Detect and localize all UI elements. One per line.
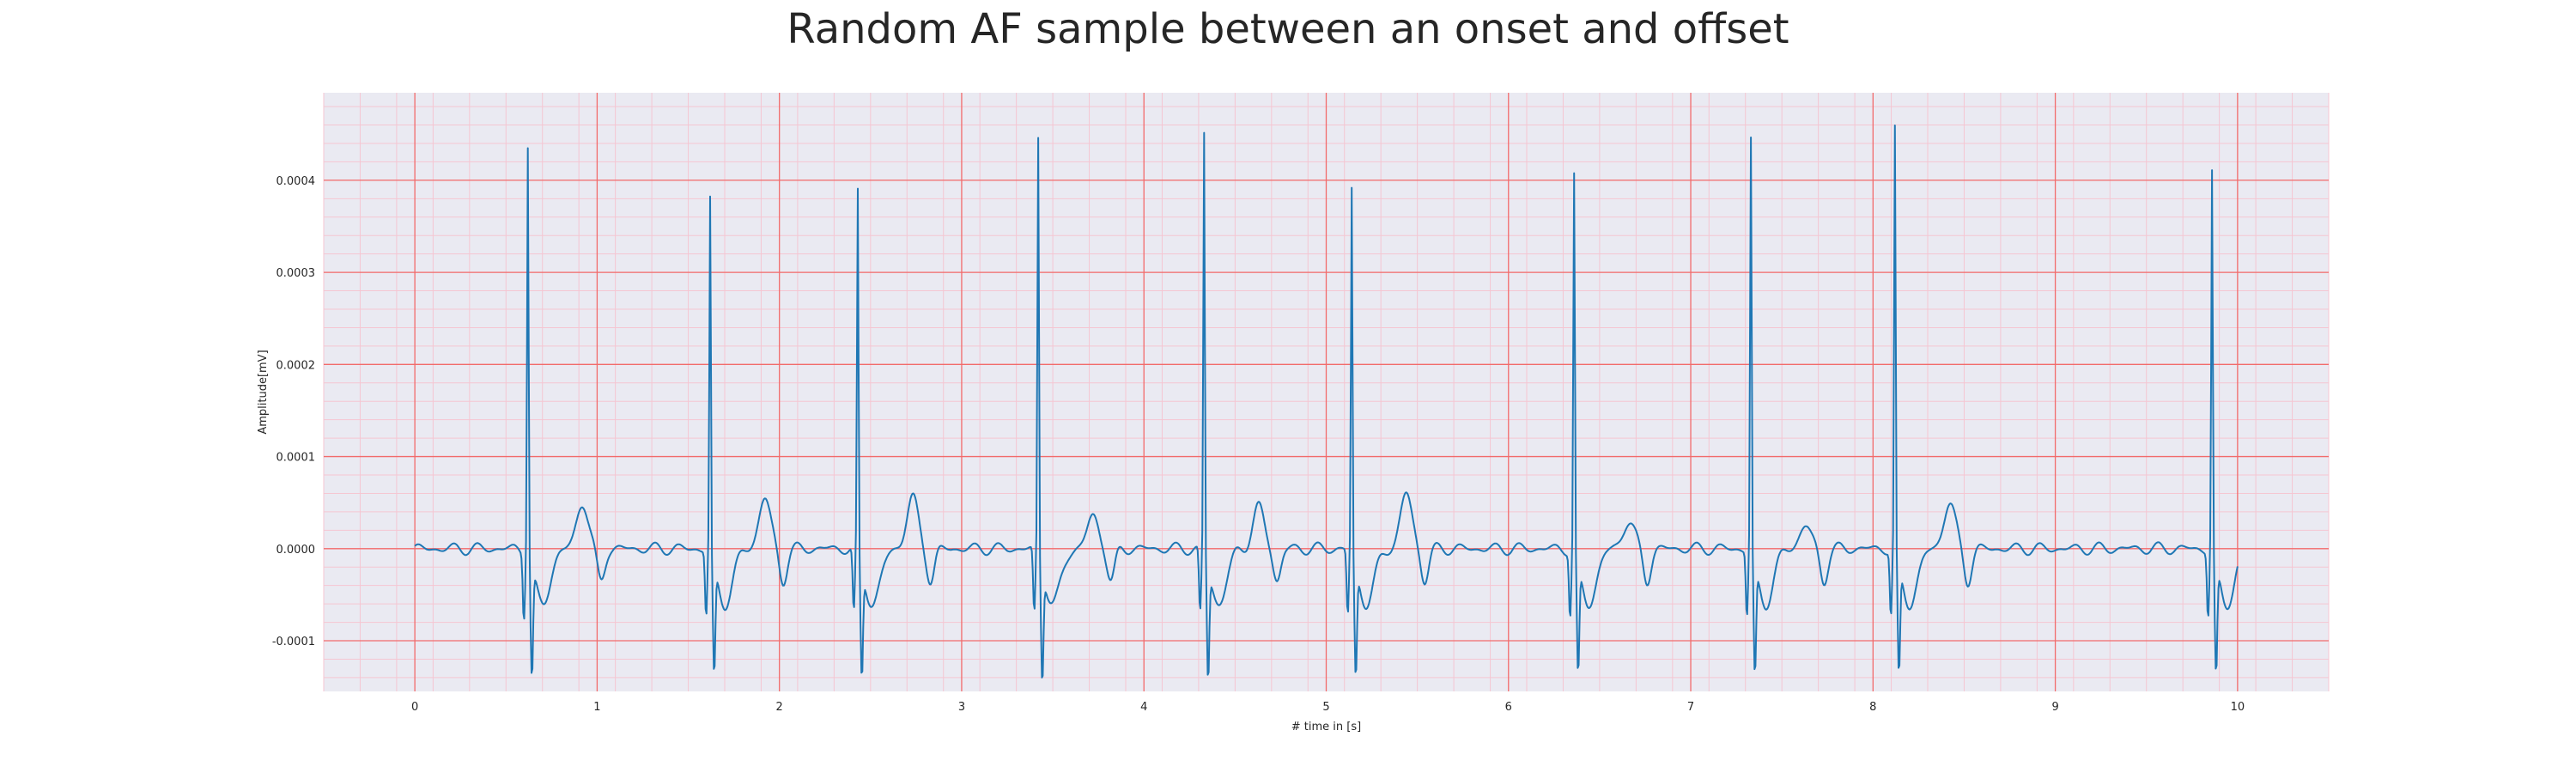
x-tick-labels: 0 1 2 3 4 5 6 7 8 9 10	[411, 701, 2245, 714]
y-tick-label: 0.0004	[276, 175, 316, 188]
y-tick-label: 0.0003	[276, 267, 316, 280]
series-layer	[414, 125, 2239, 679]
x-tick-label: 10	[2231, 701, 2245, 714]
y-tick-label: 0.0000	[276, 544, 316, 557]
x-tick-label: 6	[1505, 701, 1512, 714]
x-axis-label: # time in [s]	[1291, 721, 1361, 733]
y-tick-label: 0.0002	[276, 359, 316, 372]
y-axis-label: Amplitude[mV]	[257, 350, 270, 434]
x-tick-label: 9	[2051, 701, 2058, 714]
x-tick-label: 2	[776, 701, 783, 714]
x-tick-label: 4	[1140, 701, 1147, 714]
x-tick-label: 3	[958, 701, 965, 714]
y-tick-label: -0.0001	[272, 636, 315, 648]
chart-title: Random AF sample between an onset and of…	[787, 5, 1789, 53]
major-grid	[324, 93, 2329, 691]
y-tick-labels: -0.0001 0.0000 0.0001 0.0002 0.0003 0.0004	[272, 175, 315, 648]
x-tick-label: 8	[1869, 701, 1876, 714]
x-tick-label: 7	[1687, 701, 1694, 714]
x-tick-label: 1	[593, 701, 600, 714]
x-tick-label: 5	[1322, 701, 1329, 714]
ecg-series-line	[414, 125, 2239, 679]
x-tick-label: 0	[411, 701, 418, 714]
y-tick-label: 0.0001	[276, 452, 316, 465]
